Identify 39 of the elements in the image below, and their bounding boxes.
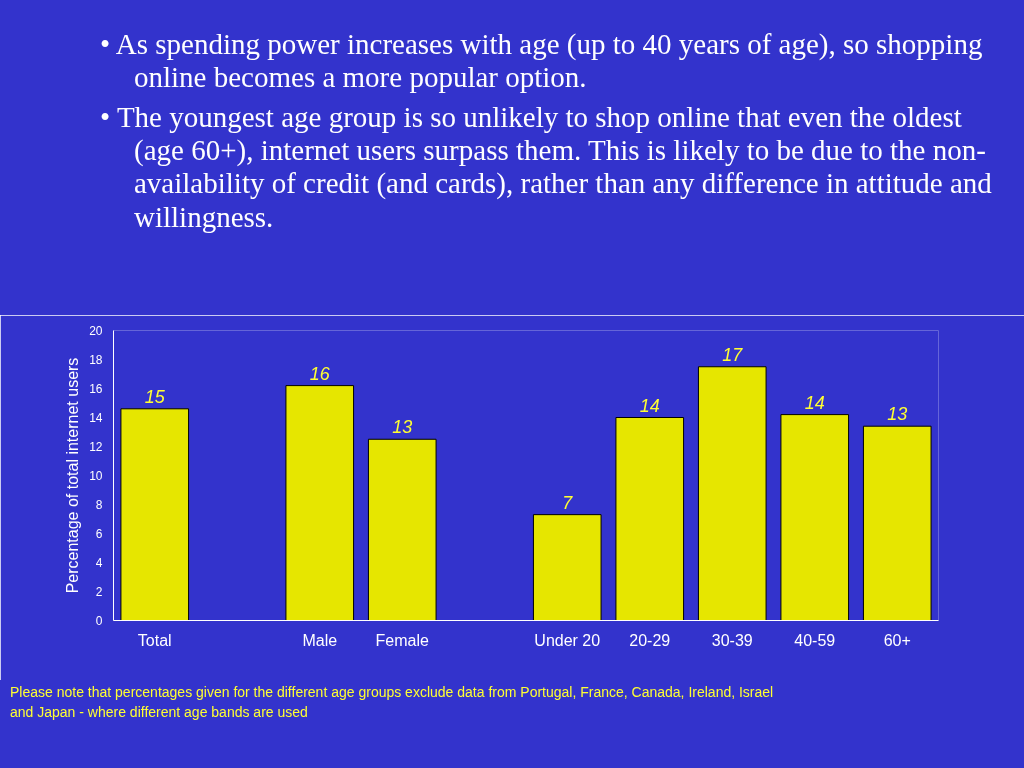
bar bbox=[862, 425, 932, 621]
x-tick-label: 40-59 bbox=[794, 631, 836, 649]
x-tick-label: 60+ bbox=[883, 631, 911, 649]
data-label: 7 bbox=[562, 492, 574, 513]
y-tick-label: 0 bbox=[95, 614, 103, 628]
bar bbox=[780, 414, 850, 621]
bar bbox=[367, 438, 437, 621]
y-tick-label: 4 bbox=[95, 556, 103, 570]
x-tick-label: Under 20 bbox=[534, 631, 601, 649]
data-label: 13 bbox=[887, 404, 908, 425]
data-label: 14 bbox=[639, 395, 660, 416]
x-tick-label: 30-39 bbox=[711, 631, 753, 649]
bar bbox=[697, 366, 767, 621]
text: • As spending power increases with age (up to 40 years of age), so shopping online becomes a more popular option. bbox=[100, 28, 984, 95]
y-axis-title: Percentage of total internet users bbox=[64, 357, 82, 594]
data-label: 16 bbox=[309, 363, 331, 384]
bar bbox=[532, 514, 602, 621]
text: Please note that percentages given for the different age groups exclude data from Portugal, France, Canada, Ireland, Israel and Japan - where different age bands are used bbox=[10, 683, 774, 722]
y-tick-label: 20 bbox=[89, 324, 103, 338]
y-tick-label: 16 bbox=[89, 382, 103, 396]
y-tick-label: 10 bbox=[89, 469, 103, 483]
y-tick-label: 6 bbox=[95, 527, 103, 541]
x-tick-label: Male bbox=[302, 631, 338, 649]
y-tick-label: 12 bbox=[89, 440, 103, 454]
x-tick-label: Total bbox=[137, 631, 172, 649]
bar bbox=[615, 417, 685, 621]
data-label: 13 bbox=[392, 417, 413, 438]
bar bbox=[120, 408, 190, 621]
y-tick-label: 14 bbox=[89, 411, 103, 425]
y-tick-label: 8 bbox=[95, 498, 103, 512]
text: • The youngest age group is so unlikely to shop online that even the oldest (age 60+), internet users surpass them. This is likely to be due to the non-availability of credit (and cards), rather than any difference in attitude and willingness. bbox=[100, 100, 993, 235]
data-label: 15 bbox=[144, 387, 166, 407]
x-tick-label: 20-29 bbox=[629, 631, 671, 649]
x-tick-label: Female bbox=[375, 631, 430, 649]
data-label: 17 bbox=[722, 344, 744, 365]
data-label: 14 bbox=[804, 392, 825, 413]
bar bbox=[285, 385, 355, 621]
y-tick-label: 2 bbox=[95, 585, 103, 599]
y-tick-label: 18 bbox=[89, 353, 103, 367]
